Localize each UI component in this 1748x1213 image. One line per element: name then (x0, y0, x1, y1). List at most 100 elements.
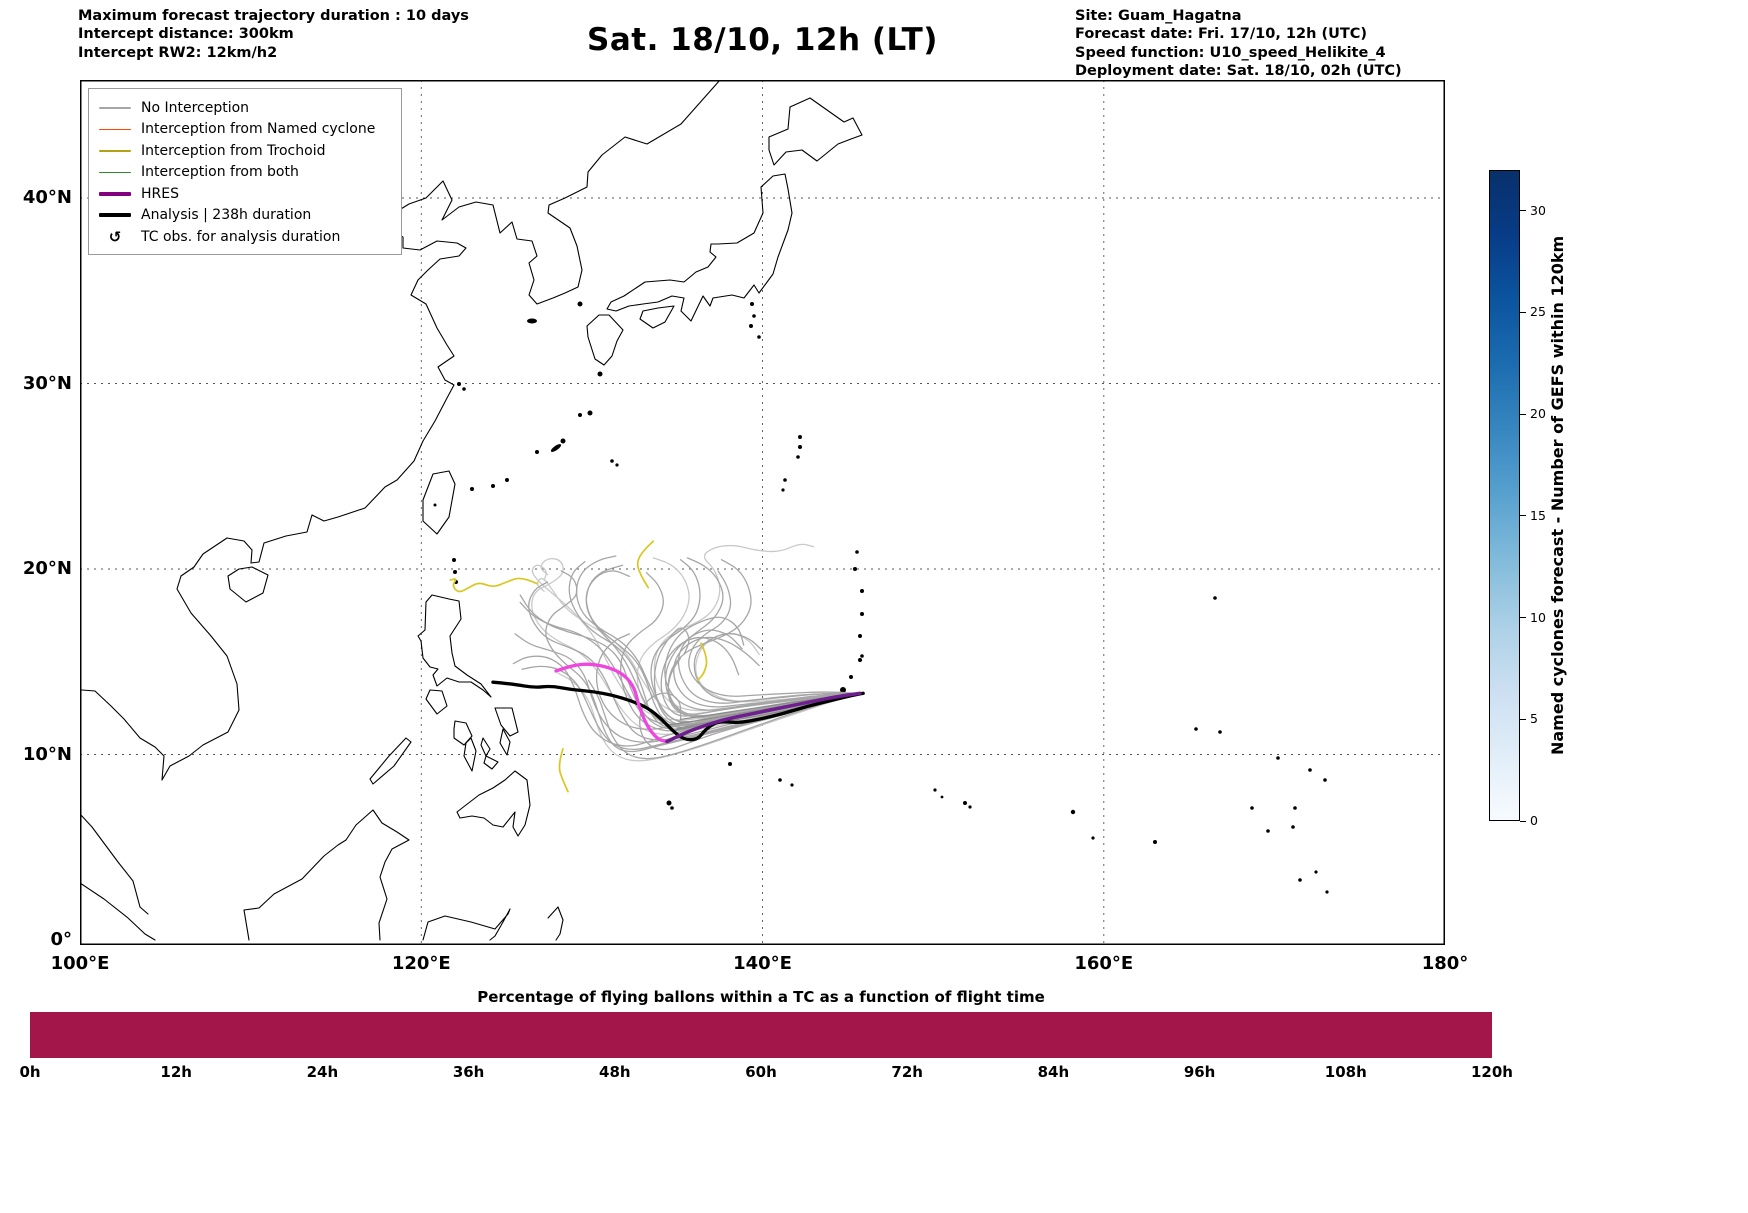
coastline-honshu (606, 173, 793, 322)
coastline-hokkaido (768, 97, 863, 166)
trajectory-no_interception (660, 636, 857, 717)
small-islands (433, 301, 1329, 894)
trajectory-no_interception (545, 570, 857, 753)
tc-obs-symbol: ↺ (108, 227, 122, 246)
flight-hour-tick-label: 48h (599, 1063, 631, 1081)
colorbar-tick-mark (1520, 718, 1526, 720)
trajectory-hres_purple (665, 691, 862, 744)
legend-item: Analysis | 238h duration (99, 205, 391, 227)
legend-line-swatch (99, 150, 131, 152)
figure-title: Sat. 18/10, 12h (LT) (587, 22, 938, 58)
coastline-sulawesi (422, 908, 511, 941)
header-left-info: Maximum forecast trajectory duration : 1… (78, 7, 469, 62)
colorbar-tick-mark (1520, 617, 1526, 619)
trajectory-no_interception_light (531, 558, 857, 736)
x-axis-tick-label: 140°E (733, 953, 792, 974)
coastline-halmahera (547, 906, 564, 941)
legend-item-label: TC obs. for analysis duration (141, 228, 341, 245)
flight-hour-tick-label: 24h (306, 1063, 339, 1081)
header-info-line: Speed function: U10_speed_Helikite_4 (1075, 44, 1386, 61)
coastline-kyushu (586, 314, 624, 366)
coastline-borneo (243, 809, 410, 941)
colorbar-tick-label: 0 (1530, 813, 1538, 828)
legend-line-swatch (99, 128, 131, 130)
flight-hour-tick-label: 120h (1471, 1063, 1513, 1081)
trajectory-trochoid (558, 748, 569, 793)
x-axis-tick-label: 160°E (1074, 953, 1134, 974)
colorbar-tick-mark (1520, 820, 1526, 822)
header-info-line: Intercept RW2: 12km/h2 (78, 44, 278, 61)
colorbar-tick-label: 10 (1530, 609, 1546, 625)
coastline-mindoro (425, 689, 448, 715)
y-axis-tick-label: 30°N (22, 372, 72, 394)
legend-line (99, 128, 131, 130)
legend-items: No Interception Interception from Named c… (99, 97, 391, 248)
coastline-hainan (227, 566, 269, 603)
header-right-info: Site: Guam_Hagatna Forecast date: Fri. 17… (1075, 7, 1402, 80)
trajectory-no_interception (673, 636, 857, 708)
coastline-leyte (499, 728, 511, 756)
colorbar-tick-mark (1520, 515, 1526, 517)
legend-item-label: Analysis | 238h duration (141, 207, 312, 224)
trajectory-map (80, 80, 1445, 945)
map-border (80, 80, 1445, 945)
flight-hour-tick-label: 72h (891, 1063, 923, 1081)
y-axis-tick-label: 40°N (22, 187, 72, 208)
coastline-asia-mainland (81, 80, 721, 781)
flight-hour-tick-label: 84h (1037, 1063, 1070, 1081)
colorbar-tick-label: 20 (1530, 406, 1546, 422)
trajectory-trochoid (636, 540, 655, 589)
trajectory-no_interception (688, 570, 857, 697)
coastline-sumatra (80, 882, 156, 941)
legend-item-label: Interception from Trochoid (141, 142, 326, 159)
colorbar-tick-mark (1520, 210, 1526, 212)
trajectory-no_interception_light (557, 672, 857, 762)
colorbar-label: Named cyclones forecast - Number of GEFS… (1548, 235, 1567, 756)
coastline-panay (453, 720, 473, 746)
coastline-taiwan (422, 470, 456, 535)
trajectory-hres_magenta (554, 662, 669, 744)
legend-item: Interception from both (99, 162, 391, 184)
coastline-luzon (417, 594, 492, 698)
header-info-line: Intercept distance: 300km (78, 26, 294, 43)
coastline-palawan (369, 737, 412, 785)
coastline-cebu (480, 737, 491, 757)
flight-hour-tick-label: 0h (19, 1063, 41, 1081)
coastline-negros (463, 737, 477, 772)
bottom-chart-title: Percentage of flying ballons within a TC… (477, 988, 1045, 1006)
coastline-mindanao (456, 770, 531, 837)
flight-hour-tick-label: 108h (1324, 1063, 1367, 1081)
header-info-line: Site: Guam_Hagatna (1075, 8, 1242, 24)
trajectory-layer (449, 540, 865, 793)
colorbar-tick-label: 5 (1530, 711, 1538, 727)
legend-line (99, 171, 131, 173)
header-info-line: Forecast date: Fri. 17/10, 12h (UTC) (1075, 26, 1368, 43)
colorbar-tick-mark (1520, 311, 1526, 313)
y-axis-tick-label: 0° (50, 929, 72, 950)
trajectory-no_interception (528, 581, 857, 741)
legend-item-label: Interception from Named cyclone (141, 121, 376, 138)
bottom-chart-bar-area (30, 1012, 1492, 1058)
coastline-shikoku (639, 305, 675, 329)
y-axis-tick-label: 10°N (22, 743, 72, 765)
colorbar-tick-label: 25 (1530, 304, 1546, 320)
header-info-line: Deployment date: Sat. 18/10, 02h (UTC) (1075, 62, 1402, 79)
flight-hour-tick-label: 60h (745, 1063, 777, 1081)
trajectory-no_interception (639, 692, 857, 751)
colorbar-tick-mark (1520, 413, 1526, 415)
legend-line (99, 150, 131, 152)
trajectory-trochoid (696, 642, 708, 682)
coastlines (80, 80, 863, 941)
legend-item-label: HRES (141, 185, 179, 202)
coastline-bohol (483, 755, 499, 770)
colorbar-tick-label: 15 (1530, 507, 1546, 523)
legend-item: No Interception (99, 97, 391, 119)
legend-line-swatch (99, 213, 131, 218)
legend-item: HRES (99, 183, 391, 205)
colorbar (1489, 170, 1520, 821)
trajectory-no_interception (595, 633, 857, 730)
trajectory-no_interception (514, 633, 857, 743)
trajectory-no_interception (521, 665, 857, 751)
legend-item-label: No Interception (141, 99, 250, 116)
